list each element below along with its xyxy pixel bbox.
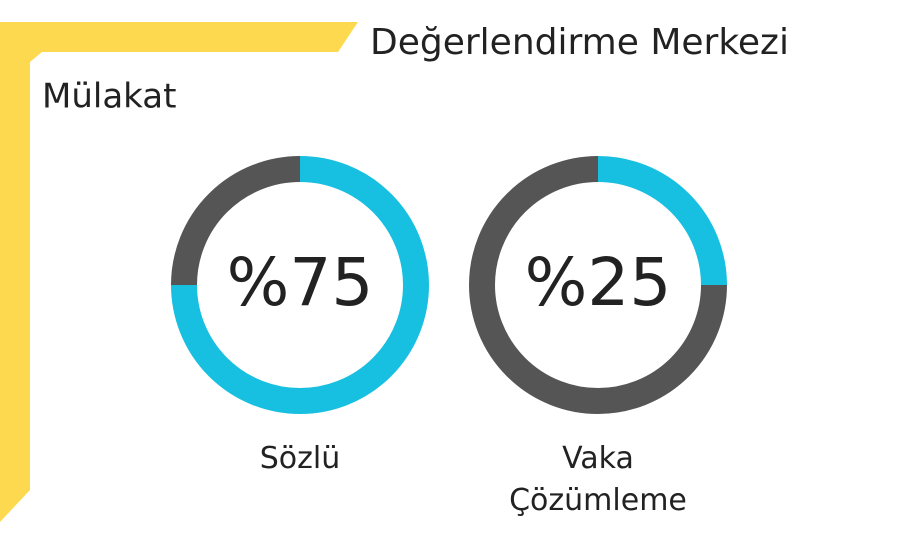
center-value-label: %75: [227, 244, 374, 321]
donut-label: Vaka Çözümleme: [509, 441, 687, 518]
donut-label: Sözlü: [259, 441, 341, 476]
donut-segment: [171, 156, 429, 414]
donut-segment: [171, 156, 301, 286]
donut-segment: [597, 156, 727, 286]
donut-segment: [469, 156, 727, 414]
title: Değerlendirme Merkezi: [370, 22, 789, 63]
subtitle: Mülakat: [42, 77, 176, 117]
center-value-label: %25: [525, 244, 672, 321]
